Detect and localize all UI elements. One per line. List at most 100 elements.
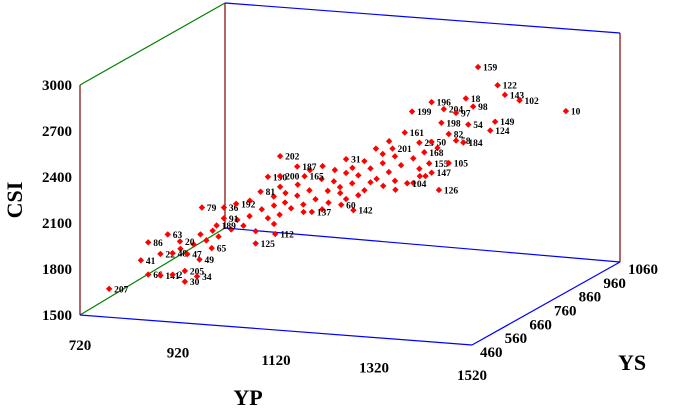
data-point <box>213 222 220 229</box>
data-point <box>177 245 184 252</box>
data-point-label: 81 <box>266 188 276 198</box>
back-wall-bottom-edge <box>224 227 621 263</box>
data-point <box>240 222 247 229</box>
data-point <box>408 108 416 115</box>
data-point <box>181 278 189 285</box>
data-point-label: 2 <box>178 271 183 281</box>
z-tick-label: 760 <box>554 304 577 320</box>
z-tick-label: 660 <box>529 317 552 333</box>
data-point <box>220 204 228 211</box>
data-point-label: 155 <box>434 160 449 170</box>
data-point-label: 82 <box>454 130 464 140</box>
x-tick-label: 1120 <box>261 353 290 369</box>
data-point <box>452 109 460 117</box>
data-point <box>287 205 295 212</box>
data-point <box>300 208 307 216</box>
data-point <box>367 179 374 186</box>
data-point <box>372 145 380 152</box>
data-point-label: 50 <box>437 138 447 148</box>
data-point-label: 49 <box>204 256 214 266</box>
data-point <box>425 160 433 167</box>
data-point-label: 202 <box>285 153 300 163</box>
data-point-label: 126 <box>444 186 459 196</box>
data-point <box>145 239 152 246</box>
data-point-label: 137 <box>317 208 332 218</box>
data-point <box>301 173 308 180</box>
data-point <box>294 181 301 188</box>
data-point-label: 112 <box>280 230 294 240</box>
data-point <box>272 230 279 238</box>
data-point-label: 142 <box>358 207 373 217</box>
data-point <box>270 202 278 209</box>
data-point <box>282 189 289 197</box>
data-point <box>145 271 152 278</box>
data-point <box>385 138 393 145</box>
data-point <box>337 189 344 197</box>
data-point <box>516 97 523 104</box>
y-tick-label: 2700 <box>42 124 72 140</box>
data-point <box>294 163 301 170</box>
data-point-label: 201 <box>398 145 413 155</box>
data-point <box>276 152 284 160</box>
y-tick-label: 3000 <box>42 78 72 94</box>
data-point-label: 98 <box>478 103 488 113</box>
data-point <box>460 139 467 146</box>
x-tick-label: 920 <box>167 346 190 362</box>
y-tick-label: 1500 <box>42 308 72 324</box>
data-point <box>208 244 215 252</box>
data-point-label: 102 <box>525 97 540 107</box>
data-point <box>501 91 509 99</box>
data-point <box>361 157 368 165</box>
data-point <box>355 172 362 179</box>
data-point <box>342 169 350 177</box>
data-point-label: 23 <box>424 139 434 149</box>
data-point-label: 125 <box>261 240 276 250</box>
data-point <box>494 81 501 89</box>
data-point <box>367 165 374 172</box>
data-point-label: 189 <box>222 222 237 232</box>
y-tick-label: 2100 <box>42 216 72 232</box>
data-point-label: 199 <box>417 108 432 118</box>
data-point-label: 207 <box>114 285 129 295</box>
data-point-label: 65 <box>217 245 227 255</box>
data-point <box>355 192 362 199</box>
data-point <box>232 200 240 207</box>
data-point <box>401 129 408 136</box>
data-point <box>281 199 289 206</box>
data-point <box>319 162 326 170</box>
data-point <box>220 215 228 222</box>
data-point <box>389 145 396 152</box>
data-point <box>176 238 184 245</box>
data-point <box>169 250 176 257</box>
z-axis-title: YS <box>618 350 646 375</box>
data-point-label: 18 <box>471 95 481 105</box>
data-point <box>440 105 448 113</box>
data-point-label: 147 <box>437 169 452 179</box>
z-tick-label: 560 <box>505 331 527 347</box>
y-tick-label: 2400 <box>42 170 72 186</box>
data-point <box>306 187 313 194</box>
data-point <box>228 226 235 233</box>
data-point <box>336 183 344 191</box>
data-point-label: 91 <box>229 215 239 225</box>
data-point <box>184 250 191 258</box>
data-point-label: 187 <box>302 163 317 173</box>
data-points: 1591221431021018981962049719919854149124… <box>105 64 581 295</box>
data-point <box>276 211 283 218</box>
data-point <box>264 173 272 180</box>
data-point <box>318 206 326 213</box>
data-point-label: 159 <box>483 64 498 74</box>
data-point <box>416 139 423 146</box>
data-point-label: 165 <box>310 173 325 183</box>
data-point-label: 184 <box>468 139 483 149</box>
data-point <box>410 179 417 187</box>
data-point-label: 31 <box>351 156 361 166</box>
data-point <box>257 188 264 195</box>
data-point <box>491 118 499 125</box>
data-point-label: 79 <box>207 204 217 214</box>
floor-front-edge <box>79 314 473 346</box>
data-point-label: 192 <box>241 200 256 210</box>
data-point-label: 104 <box>412 180 427 190</box>
data-point <box>342 155 350 163</box>
data-point <box>264 214 272 222</box>
